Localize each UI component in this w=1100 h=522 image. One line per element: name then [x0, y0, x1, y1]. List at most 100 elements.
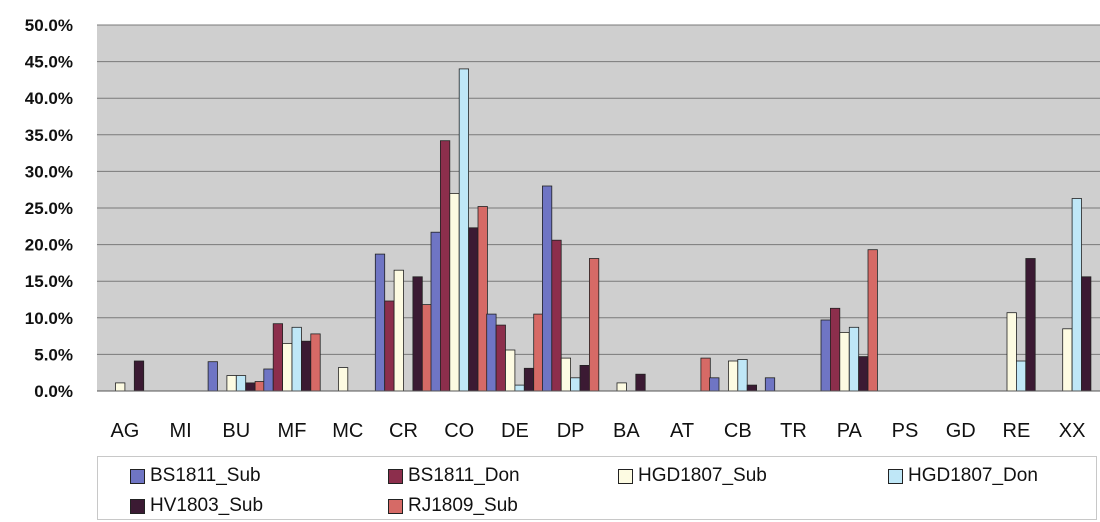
bar-HGD1807_Don-RE — [1016, 360, 1027, 392]
legend-label: HGD1807_Don — [908, 465, 1038, 486]
bar-HGD1807_Sub-AG — [115, 382, 126, 392]
bar-HV1803_Sub-DP — [579, 364, 590, 392]
x-tick-label: PS — [892, 420, 919, 442]
bar-BS1811_Don-CO — [439, 140, 451, 392]
legend-label: BS1811_Sub — [150, 465, 261, 486]
legend-item: HGD1807_Sub — [618, 465, 767, 487]
y-tick-label: 5.0% — [34, 345, 73, 364]
bar-HGD1807_Sub-CB — [728, 360, 739, 392]
y-axis-tick-labels: 0.0% 5.0% 10.0% 15.0% 20.0% 25.0% 30.0% 35.0% 40… — [25, 16, 73, 401]
x-tick-label: MF — [278, 420, 307, 442]
y-tick-label: 30.0% — [25, 162, 73, 181]
x-tick-label: CR — [389, 420, 418, 442]
bar-chart: 0.0% 5.0% 10.0% 15.0% 20.0% 25.0% 30.0% 35.0% 40… — [25, 16, 1100, 442]
bar-BS1811_Don-DP — [551, 239, 562, 392]
bar-BS1811_Sub-MF — [263, 368, 274, 392]
bar-HGD1807_Don-XX — [1071, 198, 1082, 392]
bar-HGD1807_Don-PA — [848, 326, 860, 392]
bar-BS1811_Don-DE — [495, 324, 506, 392]
bar-HV1803_Sub-CB — [746, 384, 758, 392]
bar-BS1811_Sub-DP — [542, 185, 553, 392]
bar-HGD1807_Sub-MC — [337, 367, 349, 392]
x-tick-label: CB — [724, 420, 752, 442]
bar-RJ1809_Sub-DE — [533, 313, 544, 392]
bar-RJ1809_Sub-CO — [477, 206, 488, 392]
x-tick-label: DP — [557, 420, 585, 442]
bar-BS1811_Sub-DE — [486, 313, 497, 392]
y-tick-label: 0.0% — [34, 382, 73, 401]
bar-BS1811_Sub-PA — [820, 319, 831, 392]
bar-HV1803_Sub-BA — [635, 373, 646, 392]
bar-HGD1807_Sub-BA — [616, 382, 627, 392]
bar-BS1811_Don-PA — [830, 307, 841, 392]
bar-BS1811_Sub-CR — [374, 253, 386, 392]
bar-BS1811_Sub-CB — [709, 377, 720, 392]
bar-HGD1807_Don-MF — [291, 326, 302, 392]
bar-HGD1807_Sub-DP — [560, 357, 572, 392]
bar-HGD1807_Sub-XX — [1062, 328, 1073, 392]
bar-HV1803_Sub-BU — [245, 382, 256, 392]
legend-swatch — [130, 468, 145, 484]
bar-HV1803_Sub-RE — [1025, 258, 1036, 392]
bar-HV1803_Sub-CO — [468, 227, 479, 392]
bar-HV1803_Sub-PA — [858, 356, 869, 392]
bar-BS1811_Sub-CO — [430, 231, 441, 392]
bar-HGD1807_Sub-DE — [505, 349, 516, 392]
legend-swatch — [388, 468, 403, 484]
y-tick-label: 35.0% — [25, 126, 73, 145]
legend-label: HGD1807_Sub — [638, 465, 767, 486]
bar-HV1803_Sub-AG — [133, 360, 145, 392]
bar-BS1811_Sub-TR — [764, 377, 776, 392]
y-tick-label: 20.0% — [25, 236, 73, 255]
bar-HGD1807_Sub-CR — [393, 269, 404, 392]
legend-swatch — [618, 468, 633, 484]
legend-item: HGD1807_Don — [888, 465, 1038, 487]
bar-BS1811_Sub-BU — [207, 361, 218, 392]
bar-HV1803_Sub-XX — [1081, 276, 1092, 392]
bar-HGD1807_Sub-RE — [1006, 312, 1017, 392]
legend-item: BS1811_Sub — [130, 465, 261, 487]
bar-HGD1807_Don-CO — [458, 68, 470, 392]
legend-item: HV1803_Sub — [130, 495, 263, 517]
x-tick-label: CO — [444, 420, 474, 442]
x-tick-label: GD — [946, 420, 976, 442]
bar-RJ1809_Sub-PA — [867, 249, 878, 392]
legend-item: RJ1809_Sub — [388, 495, 518, 517]
x-tick-label: MI — [169, 420, 191, 442]
y-tick-label: 45.0% — [25, 53, 73, 72]
y-tick-label: 25.0% — [25, 199, 73, 218]
legend-swatch — [130, 498, 145, 514]
legend-swatch — [388, 498, 403, 514]
x-tick-label: BA — [613, 420, 640, 442]
y-tick-label: 50.0% — [25, 16, 73, 35]
legend-label: BS1811_Don — [408, 465, 520, 486]
bar-BS1811_Don-MF — [272, 323, 284, 392]
x-tick-label: XX — [1059, 420, 1086, 442]
bar-HGD1807_Don-DE — [514, 384, 525, 392]
legend-label: RJ1809_Sub — [408, 495, 518, 516]
x-tick-label: TR — [780, 420, 807, 442]
bar-HGD1807_Don-CB — [737, 359, 748, 392]
bar-HGD1807_Sub-BU — [226, 375, 237, 392]
bar-BS1811_Don-CR — [384, 300, 395, 392]
x-tick-label: MC — [332, 420, 363, 442]
y-tick-label: 10.0% — [25, 309, 73, 328]
bar-RJ1809_Sub-MF — [310, 333, 321, 392]
y-tick-label: 15.0% — [25, 272, 73, 291]
bar-HV1803_Sub-DE — [523, 367, 535, 392]
x-tick-label: RE — [1003, 420, 1031, 442]
bar-HGD1807_Don-BU — [235, 375, 247, 392]
y-tick-label: 40.0% — [25, 89, 73, 108]
x-tick-label: AG — [110, 420, 139, 442]
bar-HV1803_Sub-CR — [412, 276, 423, 392]
bar-HGD1807_Don-DP — [570, 377, 581, 392]
x-tick-label: DE — [501, 420, 529, 442]
legend-label: HV1803_Sub — [150, 495, 264, 516]
bar-RJ1809_Sub-AT — [700, 357, 711, 392]
bar-RJ1809_Sub-BU — [254, 381, 265, 392]
x-tick-label: PA — [837, 420, 863, 442]
bar-HGD1807_Sub-CO — [449, 192, 460, 392]
bar-RJ1809_Sub-CR — [421, 304, 433, 392]
x-axis-tick-labels: AG MI BU MF MC CR CO DE DP BA AT CB TR PA PS GD RE XX — [110, 420, 1085, 442]
legend-swatch — [888, 468, 903, 484]
